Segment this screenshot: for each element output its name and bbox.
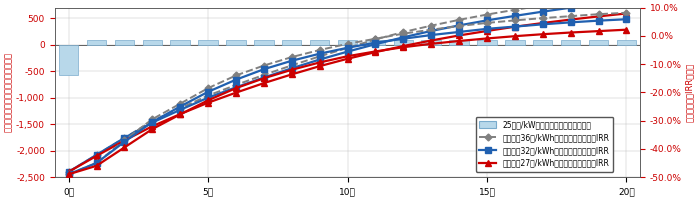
Bar (254, 40, 274, 45)
Bar (282, 40, 302, 45)
Bar (477, 40, 497, 45)
Y-axis label: プロジェクトIRR｛％｝: プロジェクトIRR｛％｝ (685, 63, 694, 122)
Bar (366, 40, 385, 45)
Bar (394, 40, 413, 45)
Bar (198, 40, 218, 45)
Bar (226, 40, 246, 45)
Bar (59, 45, 78, 75)
Bar (505, 40, 525, 45)
Bar (170, 40, 190, 45)
Bar (87, 40, 106, 45)
Y-axis label: フリーキャッシュフロー（百万円）: フリーキャッシュフロー（百万円） (4, 52, 13, 132)
Bar (310, 40, 329, 45)
Bar (450, 40, 469, 45)
Bar (616, 40, 636, 45)
Bar (561, 40, 580, 45)
Bar (422, 40, 441, 45)
Bar (142, 40, 162, 45)
Bar (588, 40, 608, 45)
Legend: 25万円/kWのフリーキャッシュフロー, 売電価栶36円/kWhの場合のプロジェクIRR, 売電価栶32円/kWhの場合のプロジェクIRR, 売電価栶27円/k: 25万円/kWのフリーキャッシュフロー, 売電価栶36円/kWhの場合のプロジェ… (475, 116, 613, 172)
Bar (338, 40, 357, 45)
Bar (533, 40, 553, 45)
Bar (114, 40, 134, 45)
